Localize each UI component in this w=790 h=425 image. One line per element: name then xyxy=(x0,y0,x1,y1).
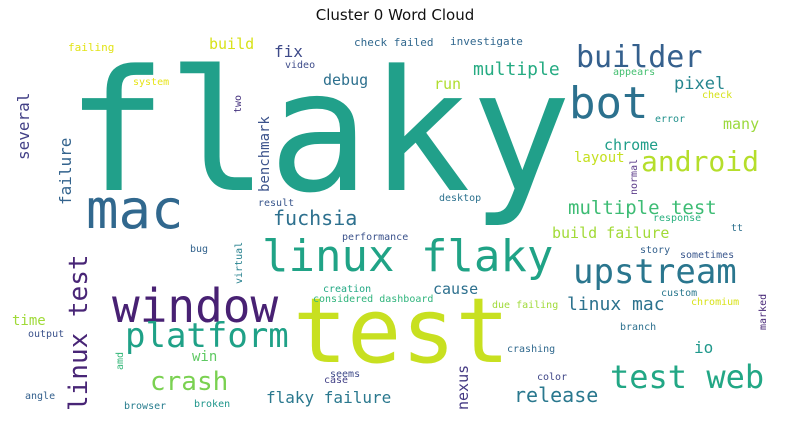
word-normal: normal xyxy=(629,158,640,195)
word-bug: bug xyxy=(190,244,209,255)
word-check-failed: check failed xyxy=(354,36,434,49)
word-release: release xyxy=(514,383,599,407)
word-many: many xyxy=(723,115,760,133)
word-io: io xyxy=(694,338,714,357)
word-case: case xyxy=(324,375,349,386)
word-run: run xyxy=(434,75,462,93)
word-win: win xyxy=(192,349,218,365)
word-response: response xyxy=(653,213,702,224)
word-build-failure: build failure xyxy=(552,224,670,242)
word-result: result xyxy=(258,198,295,209)
word-linux-test: linux test xyxy=(64,254,94,411)
word-output: output xyxy=(28,329,65,340)
word-time: time xyxy=(12,313,46,329)
word-mac: mac xyxy=(86,178,184,241)
word-benchmark: benchmark xyxy=(257,116,273,192)
word-crash: crash xyxy=(150,367,229,397)
word-broken: broken xyxy=(194,399,231,410)
word-fuchsia: fuchsia xyxy=(273,206,358,230)
word-sometimes: sometimes xyxy=(680,250,735,261)
word-error: error xyxy=(655,114,686,125)
word-failing: failing xyxy=(68,41,115,54)
word-tt: tt xyxy=(731,223,744,234)
word-crashing: crashing xyxy=(507,344,556,355)
word-upstream: upstream xyxy=(573,252,737,292)
word-seems: seems xyxy=(330,369,361,380)
word-angle: angle xyxy=(25,391,56,402)
word-check: check xyxy=(702,90,733,101)
word-bot: bot xyxy=(569,78,649,129)
word-platform: platform xyxy=(125,316,289,356)
word-flaky-failure: flaky failure xyxy=(266,388,392,407)
word-amd: amd xyxy=(115,351,126,370)
word-chromium: chromium xyxy=(691,297,740,308)
word-layout: layout xyxy=(574,150,625,166)
word-color: color xyxy=(537,372,568,383)
word-due-failing: due failing xyxy=(492,300,559,311)
word-virtual: virtual xyxy=(234,241,245,284)
word-several: several xyxy=(14,92,33,160)
word-test-web: test web xyxy=(610,358,765,396)
word-investigate: investigate xyxy=(450,35,523,48)
word-marked: marked xyxy=(758,293,769,330)
word-window: window xyxy=(112,279,279,333)
word-considered-dashboard: considered dashboard xyxy=(313,294,434,305)
word-creation: creation xyxy=(323,284,372,295)
word-two: two xyxy=(233,94,244,113)
word-performance: performance xyxy=(342,232,409,243)
word-desktop: desktop xyxy=(439,193,482,204)
word-android: android xyxy=(641,145,760,178)
word-story: story xyxy=(640,245,671,256)
word-video: video xyxy=(285,60,316,71)
word-multiple: multiple xyxy=(473,59,560,80)
word-cause: cause xyxy=(433,280,479,298)
word-linux-mac: linux mac xyxy=(567,294,665,315)
word-system: system xyxy=(133,77,170,88)
word-browser: browser xyxy=(124,401,167,412)
word-multiple-test: multiple test xyxy=(568,197,717,219)
word-test: test xyxy=(293,279,510,384)
word-build: build xyxy=(209,35,255,53)
chart-title: Cluster 0 Word Cloud xyxy=(315,6,475,24)
word-custom: custom xyxy=(661,288,698,299)
word-chrome: chrome xyxy=(604,136,659,154)
word-branch: branch xyxy=(620,322,657,333)
word-debug: debug xyxy=(323,71,369,89)
word-flaky: flaky xyxy=(66,34,572,230)
word-linux-flaky: linux flaky xyxy=(262,231,554,282)
word-builder: builder xyxy=(576,40,703,75)
word-nexus: nexus xyxy=(454,364,472,410)
word-failure: failure xyxy=(56,137,75,205)
word-pixel: pixel xyxy=(674,74,726,94)
word-fix: fix xyxy=(274,42,303,61)
word-appears: appears xyxy=(613,67,656,78)
